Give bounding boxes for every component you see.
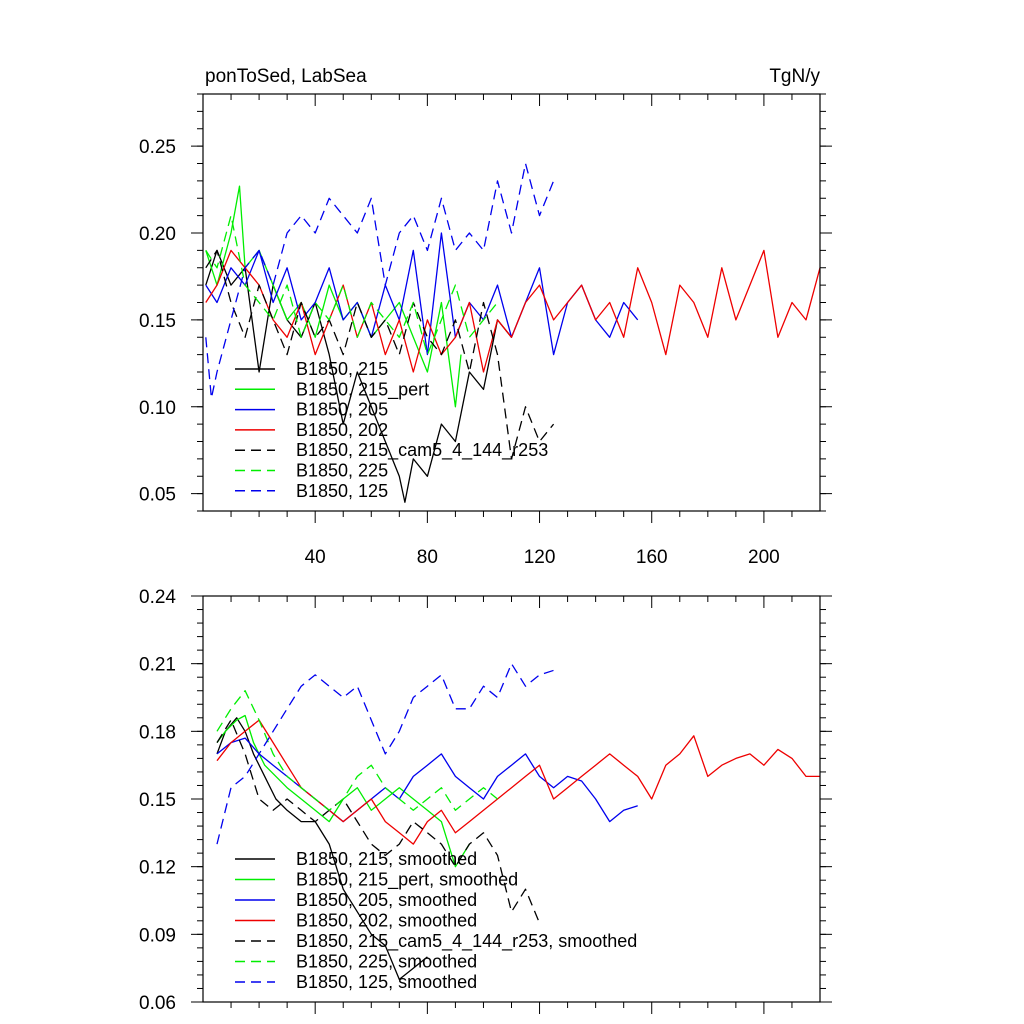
- y-tick-label: 0.15: [139, 790, 176, 811]
- series-line-7: [205, 162, 555, 399]
- y-tick-label: 0.06: [139, 993, 176, 1014]
- legend-label-5: B1850, 215_cam5_4_144_r253, smoothed: [296, 931, 637, 952]
- y-tick-label: 0.12: [139, 858, 176, 879]
- top-panel-units: TgN/y: [769, 66, 820, 87]
- series-line-6: [205, 214, 499, 356]
- y-tick-label: 0.05: [139, 485, 176, 506]
- series-line-5: [216, 719, 541, 924]
- x-tick-label: 80: [417, 547, 438, 568]
- legend-label-6: B1850, 225, smoothed: [296, 952, 477, 972]
- legend-label-1: B1850, 215, smoothed: [296, 849, 477, 869]
- y-tick-label: 0.24: [139, 587, 176, 608]
- x-tick-label: 40: [305, 547, 326, 568]
- series-line-4: [205, 249, 821, 373]
- y-tick-label: 0.21: [139, 655, 176, 676]
- legend-label-2: B1850, 215_pert: [296, 379, 429, 400]
- top-panel-frame: [202, 93, 821, 512]
- legend-label-7: B1850, 125, smoothed: [296, 972, 477, 992]
- series-line-1: [216, 717, 428, 981]
- series-line-1: [205, 249, 513, 503]
- legend-label-6: B1850, 225: [296, 461, 388, 481]
- x-tick-label: 160: [636, 547, 668, 568]
- series-line-2: [216, 714, 470, 868]
- bottom-panel-series: [216, 663, 820, 981]
- top-panel-ticks: 40 80 120 160 200 0.05 0.10 0.15 0.20 0.25: [139, 93, 832, 568]
- legend-label-3: B1850, 205, smoothed: [296, 890, 477, 910]
- series-line-4: [216, 719, 820, 845]
- x-tick-label: 200: [748, 547, 780, 568]
- bottom-panel-frame: [202, 595, 821, 1003]
- y-tick-label: 0.10: [139, 398, 176, 419]
- y-tick-label: 0.15: [139, 311, 176, 332]
- bottom-panel: 0.06 0.09 0.12 0.15 0.18 0.21 0.24 B1850, 215,…: [139, 587, 832, 1014]
- y-tick-label: 0.25: [139, 137, 176, 158]
- legend-label-2: B1850, 215_pert, smoothed: [296, 870, 518, 891]
- x-tick-label: 120: [524, 547, 556, 568]
- top-panel-series: [205, 162, 821, 503]
- y-tick-label: 0.18: [139, 722, 176, 743]
- top-panel: ponToSed, LabSea TgN/y 40 80 120 160 200 0.05…: [139, 66, 832, 568]
- y-tick-label: 0.09: [139, 925, 176, 946]
- legend-label-5: B1850, 215_cam5_4_144_r253: [296, 440, 548, 461]
- bottom-panel-ticks: 0.06 0.09 0.12 0.15 0.18 0.21 0.24: [139, 587, 832, 1014]
- y-tick-label: 0.20: [139, 224, 176, 245]
- series-line-2: [205, 185, 462, 408]
- series-line-7: [216, 663, 554, 845]
- legend-label-4: B1850, 202: [296, 420, 388, 440]
- legend-label-1: B1850, 215: [296, 359, 388, 379]
- series-line-6: [216, 690, 498, 811]
- legend-label-7: B1850, 125: [296, 481, 388, 501]
- top-panel-title: ponToSed, LabSea: [205, 66, 367, 87]
- legend-label-4: B1850, 202, smoothed: [296, 911, 477, 931]
- series-line-3: [205, 232, 639, 356]
- series-line-5: [205, 249, 555, 460]
- legend-label-3: B1850, 205: [296, 400, 388, 420]
